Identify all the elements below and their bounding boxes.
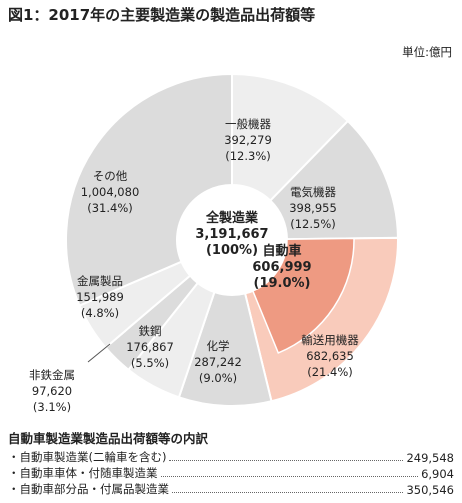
slice-label: 輸送用機器 (301, 333, 359, 347)
slice-label: 電気機器 (290, 185, 336, 199)
slice-label: その他 (93, 169, 128, 183)
leader (172, 492, 404, 493)
slice-label: (4.8%) (81, 306, 119, 320)
slice-label: 1,004,080 (81, 185, 140, 199)
leader (160, 476, 419, 477)
leader (169, 460, 404, 461)
slice-label: 176,867 (126, 340, 174, 354)
chart: 図1：2017年の主要製造業の製造品出荷額等 単位:億円 一般機器 392,279… (8, 6, 452, 414)
slice-label: (5.5%) (131, 356, 169, 370)
slice-label: 606,999 (252, 260, 311, 275)
slice-label: 鉄鋼 (139, 324, 162, 338)
cell: 249,548 (406, 451, 454, 465)
slice-label: (12.5%) (290, 217, 336, 231)
slice-label: (12.3%) (225, 149, 271, 163)
slice-label: (100%) (206, 243, 258, 258)
slice-label: (3.1%) (33, 400, 71, 414)
cell: ・自動車製造業(二輪車を含む) (8, 450, 167, 464)
slice-label: (9.0%) (199, 371, 237, 385)
slice-label: 金属製品 (77, 274, 123, 288)
slice-label: 一般機器 (225, 117, 271, 131)
slice (268, 119, 399, 241)
slice-label: (19.0%) (254, 276, 311, 291)
leader-line (87, 343, 111, 363)
slice-label: 287,242 (194, 355, 242, 369)
slice-label: 化学 (207, 339, 230, 353)
chart-title: 図1：2017年の主要製造業の製造品出荷額等 (8, 6, 315, 24)
cell: ・自動車部分品・付属品製造業 (8, 482, 169, 496)
table: 自動車製造業製造品出荷額等の内訳 ・自動車製造業(二輪車を含む) 249,548 ・… (8, 428, 454, 497)
sub-slice (251, 237, 355, 354)
table-title: 自動車製造業製造品出荷額等の内訳 (8, 431, 209, 446)
cell: 6,904 (421, 467, 454, 481)
table-row: ・自動車車体・付随車製造業 6,904 (8, 465, 454, 481)
cell: 350,546 (406, 483, 454, 497)
cell: ・自動車車体・付随車製造業 (8, 466, 158, 480)
slice (65, 72, 233, 307)
slice-label: 392,279 (224, 133, 272, 147)
slice-label: 全製造業 (205, 210, 259, 226)
slice-label: (31.4%) (87, 201, 133, 215)
slice-label: 自動車 (262, 243, 301, 259)
slice-label: 151,989 (76, 290, 124, 304)
table-rows: ・自動車製造業(二輪車を含む) 249,548 ・自動車車体・付随車製造業 6,904… (8, 449, 454, 497)
slice-label: (21.4%) (307, 365, 353, 379)
slice-label: 682,635 (306, 349, 354, 363)
slice (231, 72, 350, 203)
slice-label: 3,191,667 (195, 227, 268, 242)
unit: 単位:億円 (402, 45, 452, 59)
table-row: ・自動車製造業(二輪車を含む) 249,548 (8, 449, 454, 465)
slice-label: 398,955 (289, 201, 337, 215)
slice-label: 非鉄金属 (29, 368, 75, 382)
table-row: ・自動車部分品・付属品製造業 350,546 (8, 481, 454, 497)
slice-label: 97,620 (32, 384, 72, 398)
